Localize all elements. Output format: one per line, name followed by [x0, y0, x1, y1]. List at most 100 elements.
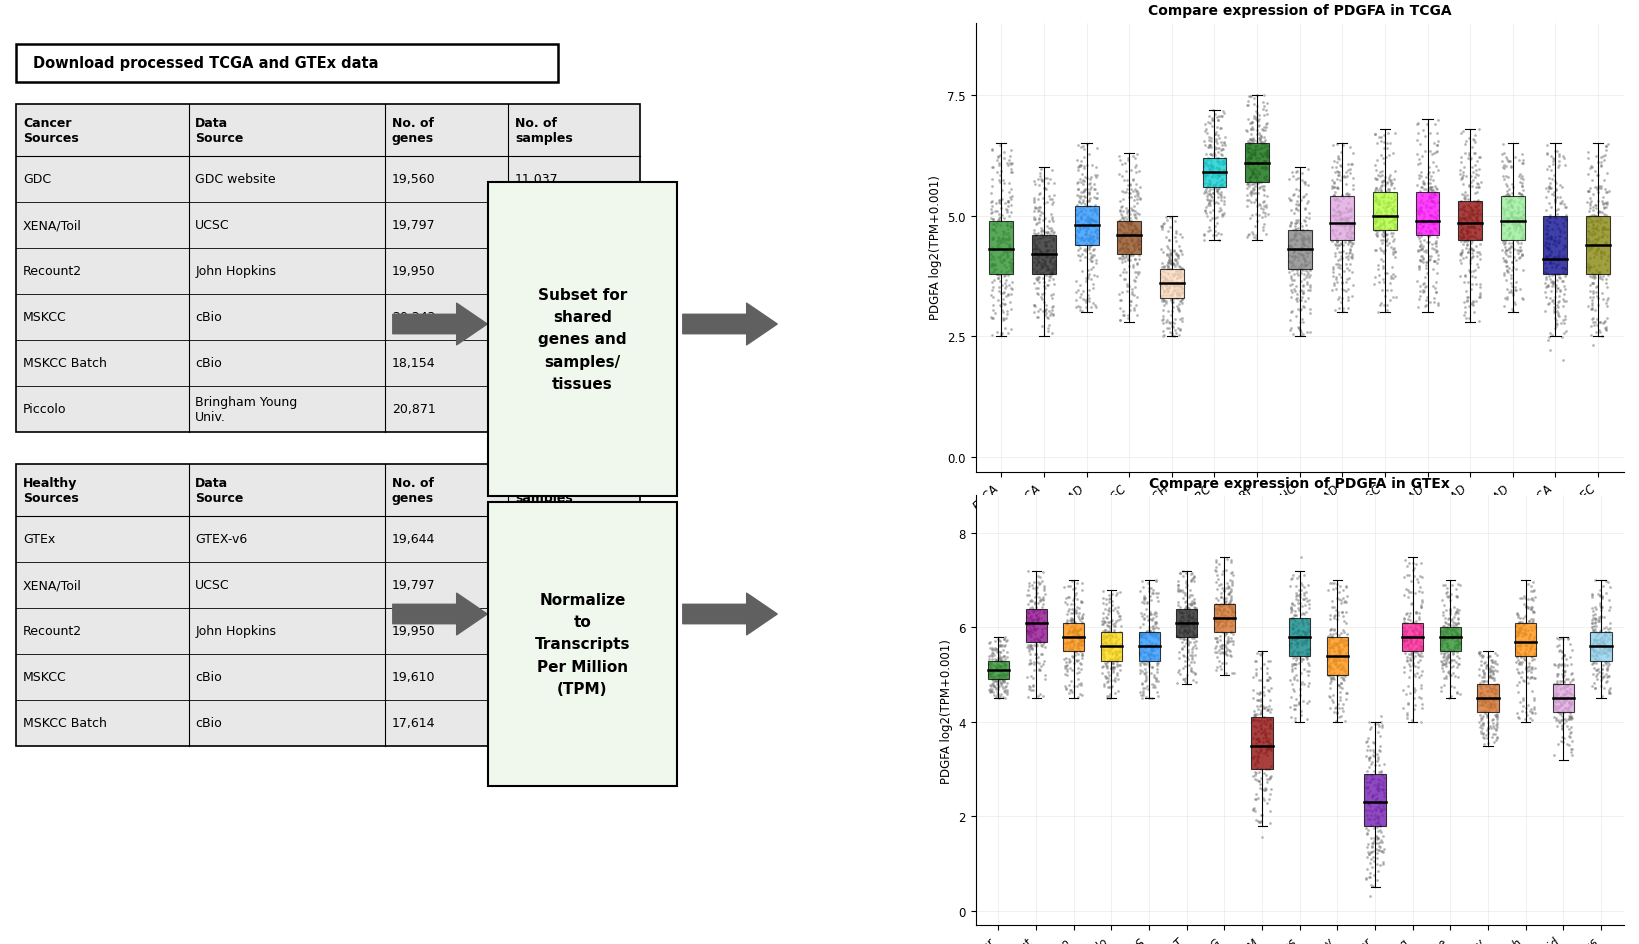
Point [982, 261, 1008, 277]
Point [1101, 600, 1128, 615]
Point [1242, 228, 1269, 244]
Point [1444, 616, 1470, 632]
Point [1398, 616, 1424, 632]
Point [1550, 269, 1577, 284]
Point [1103, 605, 1129, 620]
Point [1141, 605, 1167, 620]
Point [1406, 226, 1432, 241]
Point [1477, 696, 1503, 711]
Point [978, 260, 1005, 275]
Point [1210, 155, 1236, 170]
Point [1159, 277, 1185, 292]
Point [1475, 664, 1501, 679]
Point [1129, 609, 1155, 624]
Point [1377, 276, 1403, 291]
Point [1218, 576, 1244, 591]
Point [1167, 265, 1193, 280]
Point [1131, 666, 1157, 682]
Point [1257, 736, 1283, 751]
Point [1539, 261, 1565, 276]
Point [1503, 606, 1529, 621]
Point [1410, 212, 1436, 228]
Point [1060, 620, 1087, 635]
Point [1065, 160, 1092, 176]
Point [1178, 609, 1205, 624]
Point [1472, 706, 1498, 721]
Point [1590, 637, 1616, 652]
Point [1111, 273, 1137, 288]
Point [1316, 623, 1342, 638]
Point [1403, 616, 1429, 632]
Point [1098, 661, 1124, 676]
Point [1126, 666, 1152, 681]
Point [1023, 280, 1049, 295]
Point [1532, 280, 1559, 295]
Point [1583, 652, 1609, 667]
Point [1583, 232, 1609, 247]
Point [1218, 574, 1244, 589]
Point [1367, 803, 1393, 818]
Point [1395, 679, 1421, 694]
Point [1336, 227, 1362, 242]
Point [1080, 229, 1106, 244]
Point [1410, 244, 1436, 260]
Point [1169, 261, 1195, 277]
Point [1147, 313, 1174, 329]
Point [1421, 179, 1447, 194]
Point [1469, 649, 1495, 664]
Point [1201, 178, 1228, 194]
Point [1031, 606, 1057, 621]
Point [1319, 226, 1346, 241]
Point [1505, 169, 1531, 184]
Point [1024, 612, 1051, 627]
Point [1024, 254, 1051, 269]
Point [1206, 156, 1233, 171]
Point [1214, 597, 1241, 612]
Point [1506, 282, 1532, 297]
Point [1174, 619, 1200, 634]
Point [1328, 218, 1354, 233]
Point [1483, 709, 1510, 724]
Point [1282, 608, 1308, 623]
Point [1362, 781, 1388, 796]
Point [1219, 613, 1246, 628]
Point [1331, 714, 1357, 729]
Point [1582, 280, 1608, 295]
Point [1208, 138, 1234, 153]
Point [1078, 159, 1105, 174]
Point [1239, 132, 1265, 147]
Point [1024, 212, 1051, 228]
Point [1155, 288, 1182, 303]
Point [1437, 644, 1464, 659]
Bar [1062, 623, 1083, 651]
Point [1133, 609, 1159, 624]
Point [1057, 630, 1083, 645]
Point [1093, 670, 1119, 685]
Point [1336, 243, 1362, 258]
Point [1355, 796, 1382, 811]
Point [1590, 641, 1616, 656]
Point [1162, 247, 1188, 262]
Point [1493, 211, 1519, 227]
Point [1508, 205, 1534, 220]
Point [1331, 232, 1357, 247]
Point [1234, 160, 1260, 176]
Point [1031, 211, 1057, 227]
Point [1108, 256, 1134, 271]
Point [1498, 207, 1524, 222]
Point [1498, 303, 1524, 318]
Point [1370, 796, 1396, 811]
Point [987, 234, 1013, 249]
Point [1429, 618, 1455, 633]
Point [1247, 211, 1274, 226]
Point [1247, 740, 1274, 755]
Point [1364, 214, 1390, 229]
Point [1319, 704, 1346, 719]
Point [1324, 204, 1351, 219]
Point [1578, 297, 1605, 312]
Point [1092, 659, 1118, 674]
Point [1062, 653, 1088, 668]
Point [1208, 638, 1234, 653]
Point [1319, 265, 1346, 280]
Point [1588, 225, 1614, 240]
